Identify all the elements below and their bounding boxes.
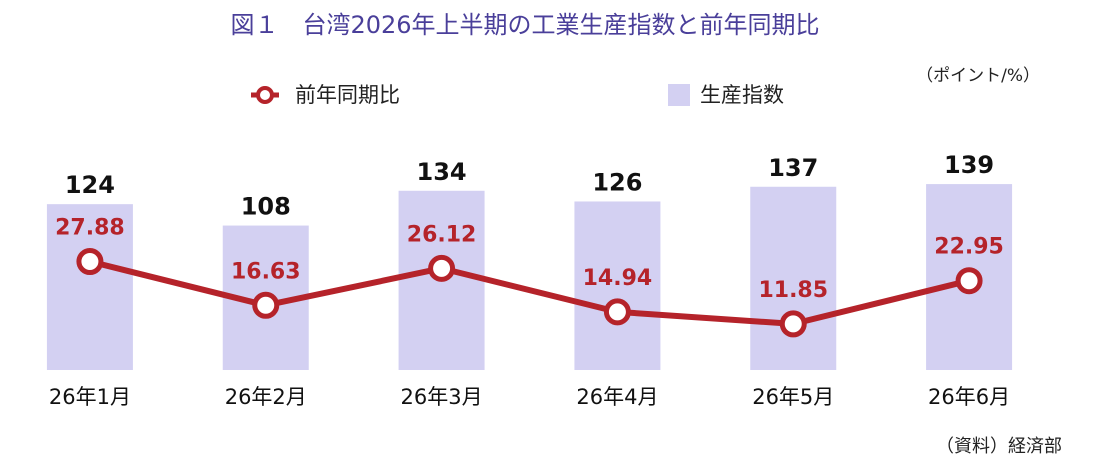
line-value-label: 26.12 bbox=[407, 222, 477, 247]
bar-value-label: 126 bbox=[592, 168, 642, 196]
legend-label: 生産指数 bbox=[700, 83, 784, 107]
line-value-label: 22.95 bbox=[934, 235, 1004, 260]
chart-title: 図１ 台湾2026年上半期の工業生産指数と前年同期比 bbox=[230, 11, 819, 39]
bar bbox=[46, 204, 133, 370]
line-value-label: 11.85 bbox=[758, 278, 828, 303]
x-tick-label: 26年5月 bbox=[752, 385, 834, 409]
x-tick-label: 26年1月 bbox=[49, 385, 131, 409]
bar-value-label: 124 bbox=[65, 171, 115, 199]
line-point bbox=[252, 291, 280, 319]
line-value-label: 14.94 bbox=[583, 266, 653, 291]
line-value-label: 27.88 bbox=[55, 216, 125, 241]
legend-marker bbox=[256, 86, 274, 104]
unit-note: （ポイント/%） bbox=[916, 66, 1040, 86]
x-tick-label: 26年4月 bbox=[576, 385, 658, 409]
line bbox=[89, 258, 970, 327]
line-point bbox=[603, 298, 631, 326]
line-point bbox=[76, 248, 104, 276]
x-tick-label: 26年6月 bbox=[928, 385, 1010, 409]
bar-value-label: 108 bbox=[241, 193, 291, 221]
x-tick-label: 26年3月 bbox=[401, 385, 483, 409]
bar-value-label: 134 bbox=[417, 158, 467, 186]
line-value-label: 16.63 bbox=[231, 259, 301, 284]
x-tick-label: 26年2月 bbox=[225, 385, 307, 409]
line-point bbox=[428, 254, 456, 282]
legend-label: 前年同期比 bbox=[295, 83, 400, 107]
source-note: （資料）経済部 bbox=[936, 436, 1062, 457]
bar-value-label: 139 bbox=[944, 151, 994, 179]
bar-value-label: 137 bbox=[768, 154, 818, 182]
line-point bbox=[779, 310, 807, 338]
bar bbox=[750, 186, 837, 370]
line-point bbox=[955, 267, 983, 295]
bar bbox=[574, 201, 661, 370]
legend-swatch bbox=[668, 84, 690, 106]
